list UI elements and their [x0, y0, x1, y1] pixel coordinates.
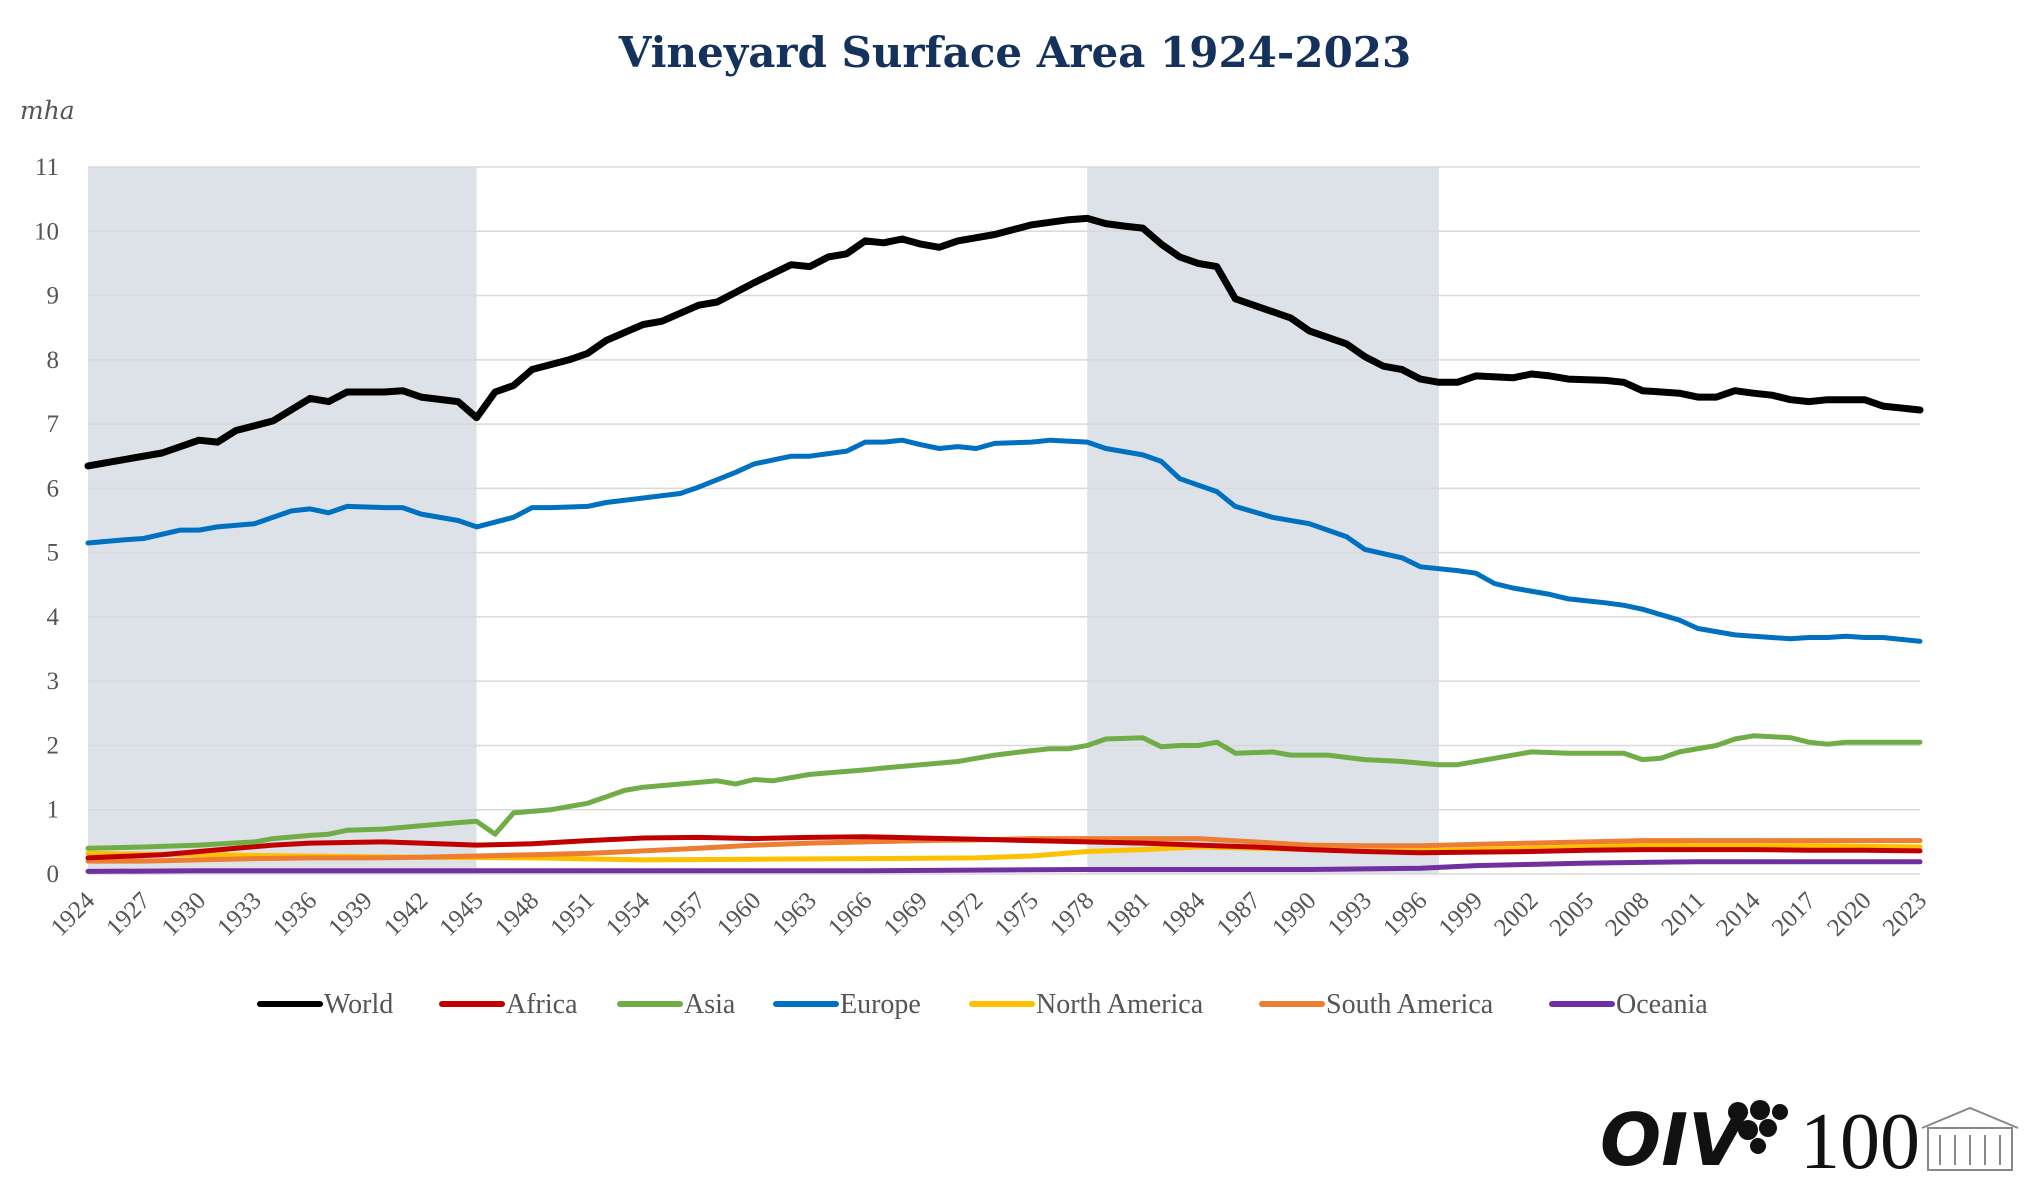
x-axis-ticks: 1924 1927 1930 1933 1936 1939 1942 1945 1948 1951… [46, 887, 1932, 942]
x-tick-label: 2008 [1600, 887, 1654, 941]
building-icon [1921, 1106, 2019, 1171]
x-tick-label: 1960 [712, 887, 766, 941]
x-tick-label: 2023 [1878, 887, 1932, 941]
y-tick-label: 11 [35, 154, 59, 181]
x-tick-label: 1972 [934, 887, 988, 941]
x-tick-label: 1990 [1267, 887, 1321, 941]
x-tick-label: 1999 [1434, 887, 1488, 941]
x-tick-label: 1930 [157, 887, 211, 941]
legend-label: Africa [506, 989, 578, 1020]
y-tick-label: 3 [47, 668, 60, 695]
x-tick-label: 2005 [1545, 887, 1599, 941]
y-tick-label: 7 [47, 411, 60, 438]
x-tick-label: 2002 [1489, 887, 1543, 941]
x-tick-label: 1951 [545, 887, 599, 941]
shaded-period-1 [88, 167, 477, 874]
x-tick-label: 1948 [490, 887, 544, 941]
x-tick-label: 1963 [767, 887, 821, 941]
legend-label: South America [1326, 989, 1494, 1020]
x-tick-label: 1939 [323, 887, 377, 941]
oiv-logo-text: OIV [1600, 1098, 1749, 1182]
legend-label: Oceania [1616, 989, 1708, 1020]
x-tick-label: 1945 [434, 887, 488, 941]
series-line-oceania [85, 859, 1923, 874]
x-tick-label: 1927 [101, 887, 155, 941]
chart-title: Vineyard Surface Area 1924-2023 [618, 28, 1411, 77]
legend-label: Europe [840, 989, 921, 1020]
y-tick-label: 8 [47, 347, 60, 374]
y-tick-label: 0 [47, 861, 60, 888]
legend: World Africa Asia Europe North America South … [257, 989, 1708, 1020]
series-line-asia [85, 733, 1923, 851]
x-tick-label: 1993 [1323, 887, 1377, 941]
oiv-logo-number: 100 [1800, 1098, 1920, 1186]
shaded-periods [88, 167, 1439, 874]
x-tick-label: 1966 [823, 887, 877, 941]
y-tick-label: 6 [47, 475, 60, 502]
x-tick-label: 1987 [1212, 887, 1266, 941]
x-tick-label: 1933 [212, 887, 266, 941]
x-tick-label: 1942 [379, 887, 433, 941]
x-tick-label: 1954 [601, 887, 656, 942]
x-tick-label: 2011 [1656, 887, 1710, 941]
x-tick-label: 2014 [1711, 887, 1766, 942]
x-tick-label: 1969 [879, 887, 933, 941]
y-tick-label: 5 [47, 540, 60, 567]
legend-label: World [324, 989, 393, 1020]
oiv-logo: OIV 100 [1600, 1098, 2019, 1186]
series-line-world [84, 214, 1924, 470]
legend-label: Asia [684, 989, 736, 1020]
x-tick-label: 1984 [1156, 887, 1211, 942]
x-tick-label: 1957 [656, 887, 710, 941]
legend-label: North America [1036, 989, 1204, 1020]
x-tick-label: 1924 [46, 887, 101, 942]
x-tick-label: 1981 [1101, 887, 1155, 941]
y-tick-label: 4 [47, 604, 60, 631]
x-tick-label: 1996 [1378, 887, 1432, 941]
x-tick-label: 2020 [1822, 887, 1876, 941]
y-unit-label: mha [20, 96, 75, 125]
y-axis-ticks: 0 1 2 3 4 5 6 7 8 9 10 11 [34, 154, 60, 888]
y-tick-label: 1 [47, 797, 60, 824]
y-tick-label: 2 [47, 732, 60, 759]
x-tick-label: 1936 [268, 887, 322, 941]
series-lines [84, 214, 1924, 874]
x-tick-label: 2017 [1767, 887, 1821, 941]
x-tick-label: 1975 [990, 887, 1044, 941]
gridlines [88, 166, 1920, 875]
grape-icon [1728, 1100, 1788, 1154]
series-line-europe [85, 437, 1923, 644]
y-tick-label: 10 [34, 218, 59, 245]
y-tick-label: 9 [47, 283, 60, 310]
series-line-africa [85, 834, 1923, 861]
shaded-period-2 [1087, 167, 1439, 874]
x-tick-label: 1978 [1045, 887, 1099, 941]
